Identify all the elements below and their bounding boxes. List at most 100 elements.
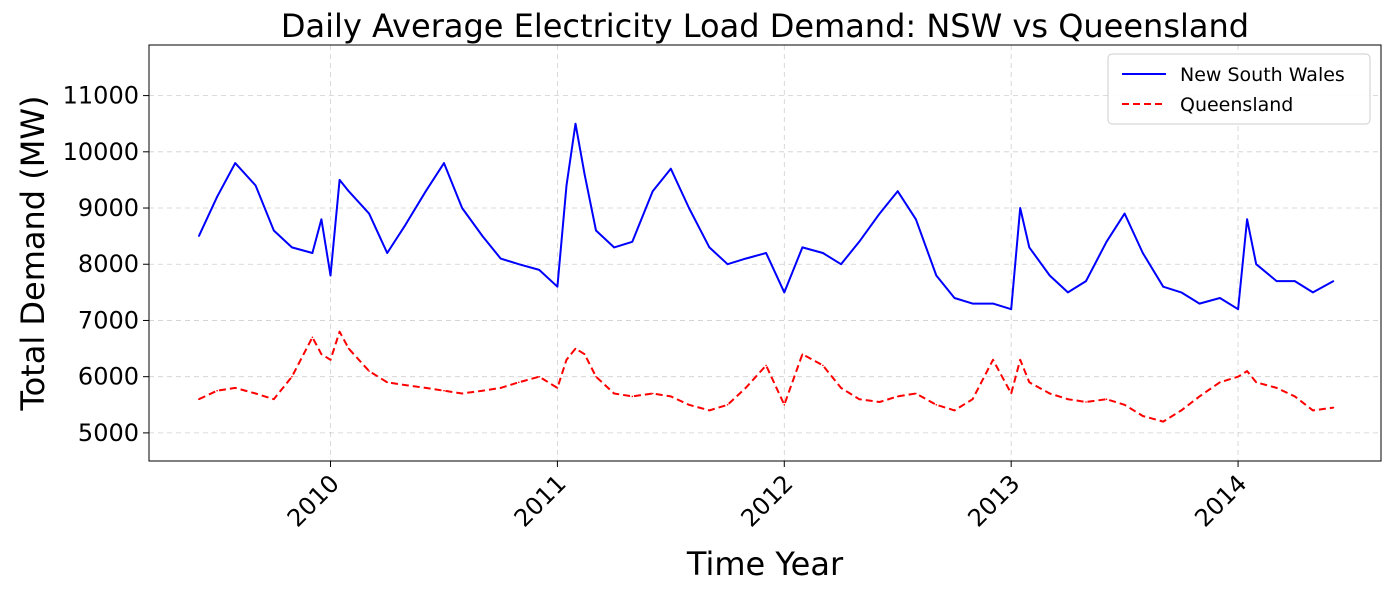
queensland-data-point <box>1219 381 1221 384</box>
nsw-data-point <box>499 257 502 260</box>
queensland-data-point <box>311 336 314 339</box>
queensland-data-point <box>1180 409 1183 412</box>
x-tick-label: 2011 <box>509 469 572 532</box>
legend: New South Wales Queensland <box>1107 53 1371 125</box>
x-tick-label: 2014 <box>1189 469 1252 532</box>
chart-title: Daily Average Electricity Load Demand: N… <box>281 7 1249 45</box>
queensland-data-point <box>1105 398 1108 401</box>
queensland-data-point <box>688 404 690 406</box>
nsw-data-point <box>404 224 407 226</box>
queensland-data-point <box>273 398 275 401</box>
queensland-data-point <box>404 384 407 386</box>
queensland-data-point <box>801 353 804 356</box>
queensland-data-point <box>499 387 502 389</box>
queensland-data-point <box>338 330 341 333</box>
queensland-data-point <box>1255 381 1257 384</box>
queensland-data-point <box>783 404 786 406</box>
queensland-data-point <box>822 364 824 367</box>
queensland-data-point <box>1010 392 1012 395</box>
x-tick-label: 2012 <box>736 469 799 532</box>
x-axis-label: Time Year <box>686 545 844 583</box>
nsw-data-point <box>425 190 427 192</box>
nsw-data-point <box>368 212 370 215</box>
queensland-data-point <box>1246 370 1248 372</box>
nsw-data-point <box>1294 280 1296 282</box>
queensland-data-point <box>1123 404 1126 406</box>
nsw-data-point <box>481 235 484 237</box>
nsw-data-point <box>291 246 293 249</box>
nsw-data-point <box>840 263 842 266</box>
queensland-data-point <box>1067 398 1069 401</box>
queensland-data-point <box>320 353 323 356</box>
queensland-data-point <box>878 401 881 403</box>
queensland-data-point <box>1028 381 1031 384</box>
nsw-data-point <box>311 252 314 254</box>
nsw-data-point <box>1312 291 1314 294</box>
queensland-data-point <box>425 387 427 389</box>
y-tick-label: 6000 <box>78 363 139 391</box>
queensland-data-point <box>896 395 899 398</box>
y-tick-label: 5000 <box>78 419 139 447</box>
nsw-data-point <box>992 302 994 305</box>
queensland-data-point <box>461 392 463 395</box>
x-tick-label: 2010 <box>282 469 345 532</box>
nsw-data-point <box>1332 280 1335 282</box>
nsw-data-point <box>320 218 323 221</box>
nsw-data-point <box>935 274 938 277</box>
queensland-data-point <box>631 395 634 398</box>
nsw-data-point <box>518 263 520 266</box>
queensland-data-point <box>953 409 956 412</box>
nsw-data-point <box>896 190 899 192</box>
queensland-data-point <box>670 395 672 398</box>
nsw-data-point <box>565 184 568 187</box>
nsw-data-point <box>198 235 200 237</box>
y-tick-label: 7000 <box>78 306 139 334</box>
nsw-data-point <box>254 184 257 187</box>
nsw-data-point <box>347 190 350 192</box>
nsw-data-point <box>822 252 824 254</box>
nsw-data-point <box>1237 308 1239 311</box>
queensland-data-point <box>1048 392 1051 395</box>
queensland-data-point <box>565 359 568 361</box>
nsw-data-point <box>329 274 332 277</box>
nsw-data-point <box>595 229 597 232</box>
nsw-data-point <box>613 246 615 249</box>
nsw-data-point <box>1275 280 1278 282</box>
nsw-data-point <box>670 167 672 170</box>
nsw-data-point <box>783 291 786 294</box>
queensland-data-point <box>1085 401 1087 403</box>
nsw-data-point <box>556 285 559 288</box>
nsw-data-point <box>386 252 389 254</box>
y-axis-ticks: 5000 6000 7000 8000 9000 10000 11000 <box>63 82 149 447</box>
legend-label-queensland: Queensland <box>1180 94 1293 116</box>
nsw-data-point <box>765 252 767 254</box>
queensland-data-point <box>1275 387 1278 389</box>
queensland-data-point <box>840 387 842 389</box>
queensland-data-point <box>765 364 767 367</box>
nsw-data-point <box>878 212 881 215</box>
x-tick-label: 2013 <box>962 469 1025 532</box>
legend-label-nsw: New South Wales <box>1180 64 1345 86</box>
queensland-data-point <box>234 387 236 389</box>
queensland-data-point <box>992 359 994 361</box>
nsw-data-point <box>1162 285 1164 288</box>
queensland-data-point <box>726 404 729 406</box>
nsw-data-point <box>1180 291 1183 294</box>
queensland-data-point <box>613 392 615 395</box>
queensland-data-point <box>291 375 293 378</box>
queensland-data-point <box>1142 415 1144 417</box>
nsw-data-point <box>726 263 729 266</box>
nsw-data-point <box>858 241 860 243</box>
queensland-data-point <box>518 381 520 384</box>
nsw-data-point <box>1010 308 1012 311</box>
nsw-data-point <box>1142 252 1144 254</box>
nsw-data-point <box>801 246 804 249</box>
plot-frame <box>148 44 1382 462</box>
nsw-data-point <box>1255 263 1257 266</box>
nsw-data-point <box>1105 241 1108 243</box>
queensland-data-point <box>329 359 332 361</box>
nsw-data-point <box>953 297 956 299</box>
queensland-data-point <box>708 409 711 412</box>
nsw-data-point <box>1123 212 1126 215</box>
nsw-data-point <box>1067 291 1069 294</box>
